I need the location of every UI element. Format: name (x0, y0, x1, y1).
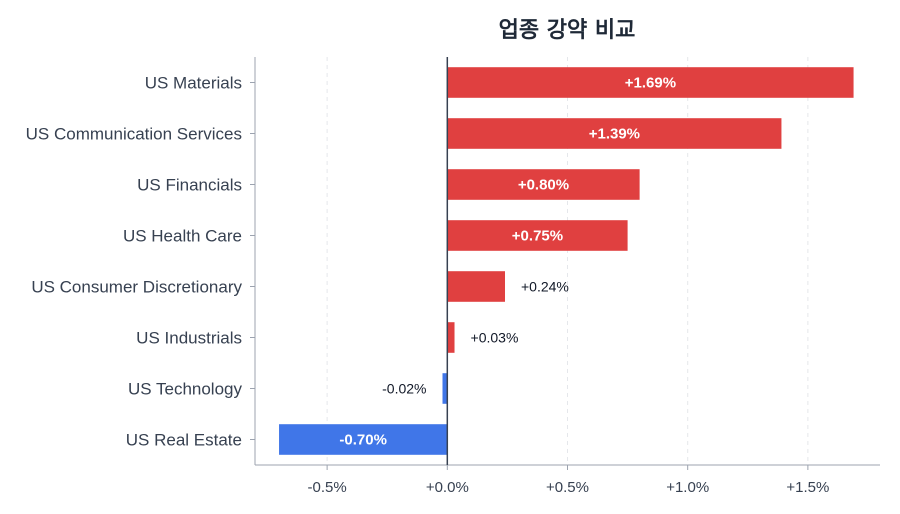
bar (447, 67, 854, 98)
bar (447, 220, 628, 251)
category-label: US Technology (128, 380, 243, 399)
bar (447, 322, 455, 353)
data-label: +0.75% (512, 228, 563, 245)
category-label: US Communication Services (26, 125, 242, 144)
data-label: +1.39% (589, 126, 640, 143)
data-label: -0.02% (382, 381, 426, 397)
category-label: US Industrials (136, 329, 242, 348)
bar (447, 169, 640, 200)
category-label: US Materials (145, 74, 242, 93)
x-tick-label: +1.5% (786, 479, 829, 496)
bars (279, 67, 854, 455)
x-tick-label: +1.0% (666, 479, 709, 496)
x-tick-label: -0.5% (308, 479, 347, 496)
x-tick-label: +0.5% (546, 479, 589, 496)
bar (447, 271, 505, 302)
category-label: US Consumer Discretionary (31, 278, 242, 297)
labels: -0.5% +0.0% +0.5% +1.0% +1.5% US Materials +1.… (26, 74, 830, 497)
category-label: US Health Care (123, 227, 242, 246)
bar (442, 373, 448, 404)
category-label: US Financials (137, 176, 242, 195)
chart-title: 업종 강약 비교 (499, 18, 636, 43)
data-label: +0.24% (521, 279, 569, 295)
data-label: +1.69% (625, 75, 676, 92)
data-label: +0.03% (471, 330, 519, 346)
category-label: US Real Estate (126, 431, 242, 450)
bar (279, 424, 448, 455)
data-label: +0.80% (518, 177, 569, 194)
data-label: -0.70% (339, 432, 387, 449)
x-tick-label: +0.0% (426, 479, 469, 496)
axes (250, 57, 880, 470)
bar (447, 118, 782, 149)
